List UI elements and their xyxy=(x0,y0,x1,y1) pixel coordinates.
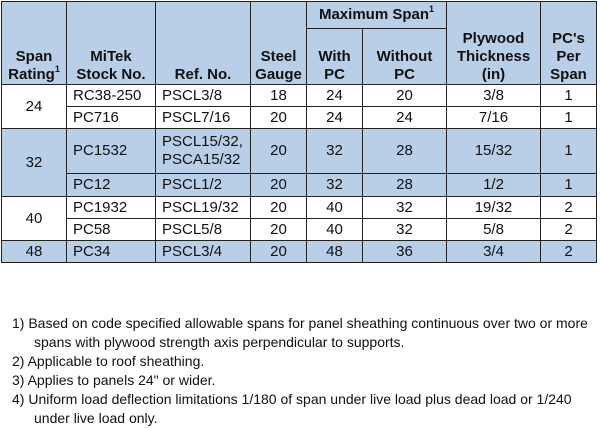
span-rating-cell: 32 xyxy=(1,128,67,197)
table-row: 48 PC34 PSCL3/4 20 48 36 3/4 2 xyxy=(1,240,597,263)
stock-cell: PC716 xyxy=(66,106,156,129)
header-without-pc: Without PC xyxy=(362,28,447,85)
ref-cell: PSCL3/4 xyxy=(155,240,251,263)
gauge-cell: 20 xyxy=(250,240,307,263)
footnote-2: 2) Applicable to roof sheathing. xyxy=(12,353,205,369)
table-row: PC58 PSCL5/8 20 40 32 5/8 2 xyxy=(2,218,597,241)
stock-cell: PC1532 xyxy=(66,128,156,174)
without-pc-cell: 20 xyxy=(362,84,447,107)
stock-cell: PC34 xyxy=(66,240,156,263)
table-row: 40 PC1932 PSCL19/32 20 40 32 19/32 2 xyxy=(1,196,597,241)
per-span-cell: 2 xyxy=(540,218,597,241)
header-plywood-thickness: Plywood Thickness (in) xyxy=(446,1,541,85)
ref-cell: PSCL19/32 xyxy=(155,196,251,219)
gauge-cell: 20 xyxy=(250,218,307,241)
span-rating-cell: 48 xyxy=(1,240,67,263)
with-pc-cell: 40 xyxy=(306,196,363,219)
table-row: 32 PC1532 PSCL15/32, PSCA15/32 20 32 28 1… xyxy=(1,128,597,197)
footnote-1: 1) Based on code specified allowable spa… xyxy=(12,315,588,350)
with-pc-cell: 40 xyxy=(306,218,363,241)
gauge-cell: 20 xyxy=(250,106,307,129)
stock-cell: RC38-250 xyxy=(66,84,156,107)
without-pc-cell: 36 xyxy=(362,240,447,263)
header-pcs-per-span: PC's Per Span xyxy=(540,1,597,85)
without-pc-cell: 32 xyxy=(362,196,447,219)
per-span-cell: 2 xyxy=(540,240,597,263)
gauge-cell: 20 xyxy=(250,196,307,219)
span-table: Span Rating1 MiTek Stock No. Ref. No. Ste… xyxy=(1,1,597,263)
span-rating-cell: 24 xyxy=(1,84,67,129)
table-row: PC716 PSCL7/16 20 24 24 7/16 1 xyxy=(2,106,597,129)
per-span-cell: 1 xyxy=(540,84,597,107)
thickness-cell: 5/8 xyxy=(446,218,541,241)
stock-cell: PC58 xyxy=(66,218,156,241)
ref-cell: PSCL5/8 xyxy=(155,218,251,241)
ref-cell: PSCL1/2 xyxy=(155,173,251,197)
per-span-cell: 1 xyxy=(540,106,597,129)
per-span-cell: 1 xyxy=(540,173,597,197)
footnotes: 1) Based on code specified allowable spa… xyxy=(12,314,592,428)
with-pc-cell: 32 xyxy=(306,173,363,197)
header-maximum-span: Maximum Span1 xyxy=(306,1,447,29)
gauge-cell: 20 xyxy=(250,128,307,174)
without-pc-cell: 24 xyxy=(362,106,447,129)
header-with-pc: With PC xyxy=(306,28,363,85)
stock-cell: PC12 xyxy=(66,173,156,197)
gauge-cell: 20 xyxy=(250,173,307,197)
thickness-cell: 3/8 xyxy=(446,84,541,107)
thickness-cell: 1/2 xyxy=(446,173,541,197)
thickness-cell: 7/16 xyxy=(446,106,541,129)
thickness-cell: 3/4 xyxy=(446,240,541,263)
thickness-cell: 15/32 xyxy=(446,128,541,174)
thickness-cell: 19/32 xyxy=(446,196,541,219)
with-pc-cell: 24 xyxy=(306,106,363,129)
without-pc-cell: 28 xyxy=(362,173,447,197)
per-span-cell: 2 xyxy=(540,196,597,219)
footnote-3: 3) Applies to panels 24" or wider. xyxy=(12,372,216,388)
header-ref-no: Ref. No. xyxy=(155,1,251,85)
table-row: PC12 PSCL1/2 20 32 28 1/2 1 xyxy=(2,173,597,197)
ref-cell: PSCL3/8 xyxy=(155,84,251,107)
header-span-rating: Span Rating1 xyxy=(1,1,67,85)
table-row: 24 RC38-250 PSCL3/8 18 24 20 3/8 1 xyxy=(1,84,597,129)
with-pc-cell: 32 xyxy=(306,128,363,174)
with-pc-cell: 48 xyxy=(306,240,363,263)
stock-cell: PC1932 xyxy=(66,196,156,219)
ref-cell: PSCL15/32, PSCA15/32 xyxy=(155,128,251,174)
with-pc-cell: 24 xyxy=(306,84,363,107)
gauge-cell: 18 xyxy=(250,84,307,107)
without-pc-cell: 28 xyxy=(362,128,447,174)
without-pc-cell: 32 xyxy=(362,218,447,241)
ref-cell: PSCL7/16 xyxy=(155,106,251,129)
span-rating-cell: 40 xyxy=(1,196,67,241)
per-span-cell: 1 xyxy=(540,128,597,174)
header-stock-no: MiTek Stock No. xyxy=(66,1,156,85)
footnote-4: 4) Uniform load deflection limitations 1… xyxy=(12,391,572,426)
header-steel-gauge: Steel Gauge xyxy=(250,1,307,85)
